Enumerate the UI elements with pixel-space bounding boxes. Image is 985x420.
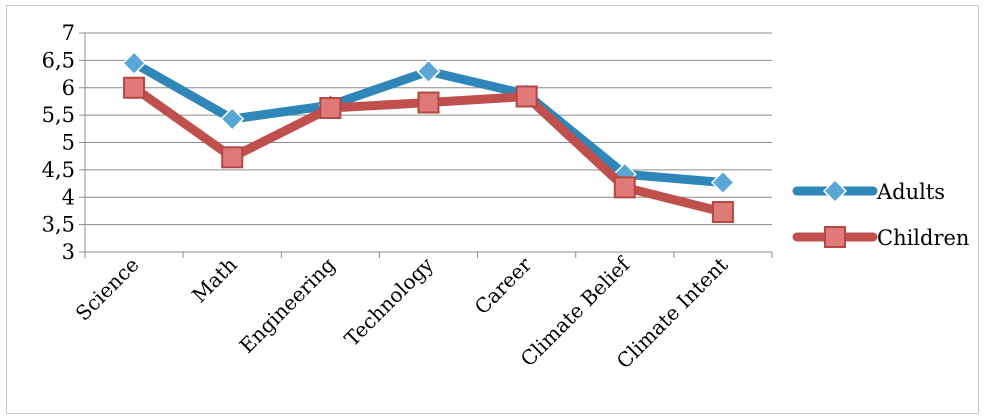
data-point-diamond bbox=[710, 170, 735, 195]
legend-label: Adults bbox=[876, 180, 945, 204]
data-point-square bbox=[824, 226, 846, 248]
data-point-square bbox=[711, 201, 734, 224]
data-point-square bbox=[123, 76, 146, 99]
data-point-square bbox=[417, 91, 440, 114]
data-point-square bbox=[613, 176, 636, 199]
y-tick-label: 4,5 bbox=[42, 158, 75, 182]
data-point-square bbox=[515, 85, 538, 108]
legend-item-adults: Adults bbox=[792, 178, 945, 204]
y-axis-ticks: 3 3,5 4 4,5 5 5,5 6 6,5 7 bbox=[42, 21, 85, 264]
data-point-square bbox=[319, 97, 342, 120]
y-tick-label: 5,5 bbox=[42, 103, 75, 127]
series-layer bbox=[122, 51, 735, 224]
chart-frame bbox=[6, 5, 979, 414]
series-children bbox=[123, 76, 734, 224]
y-tick-label: 7 bbox=[62, 21, 75, 45]
y-tick-label: 3 bbox=[62, 240, 75, 264]
data-point-diamond bbox=[822, 178, 848, 204]
y-tick-label: 6 bbox=[62, 76, 75, 100]
data-point-square bbox=[221, 146, 244, 169]
x-tick-label: Technology bbox=[340, 252, 439, 351]
y-tick-label: 5 bbox=[62, 131, 75, 155]
legend-item-children: Children bbox=[792, 226, 969, 250]
x-tick-label: Engineering bbox=[235, 252, 340, 357]
data-point-diamond bbox=[122, 51, 147, 76]
x-tick-label: Career bbox=[470, 252, 537, 319]
legend: Adults Children bbox=[792, 178, 969, 250]
y-tick-label: 4 bbox=[62, 185, 75, 209]
x-tick-label: Math bbox=[187, 252, 242, 307]
data-point-diamond bbox=[220, 106, 245, 132]
y-tick-label: 6,5 bbox=[42, 48, 75, 72]
legend-label: Children bbox=[877, 226, 969, 250]
x-tick-label: Science bbox=[71, 253, 144, 326]
data-point-diamond bbox=[416, 59, 441, 84]
y-tick-label: 3,5 bbox=[42, 213, 75, 237]
series-adults bbox=[122, 51, 735, 195]
